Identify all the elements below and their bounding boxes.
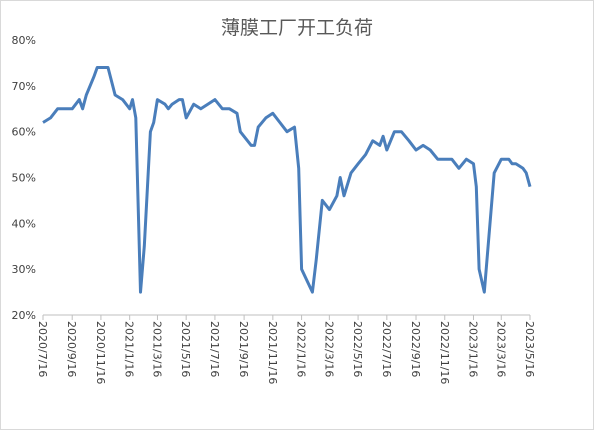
y-tick-label: 20% [12,309,36,322]
x-tick-label: 2022/7/16 [380,321,393,377]
x-tick-label: 2021/11/16 [266,321,279,384]
x-tick-label: 2021/9/16 [237,321,250,377]
x-tick-label: 2022/5/16 [351,321,364,377]
y-tick-label: 50% [12,172,36,185]
x-tick-label: 2021/1/16 [123,321,136,377]
y-tick-label: 30% [12,263,36,276]
x-tick-label: 2021/3/16 [150,321,163,377]
x-tick-label: 2020/11/16 [94,321,107,384]
data-line [42,66,532,294]
y-tick-label: 60% [12,126,36,139]
x-tick-label: 2022/1/16 [295,321,308,377]
x-tick-label: 2022/9/16 [409,321,422,377]
x-tick-label: 2023/1/16 [466,321,479,377]
x-tick-label: 2022/11/16 [438,321,451,384]
y-tick-label: 70% [12,80,36,93]
x-tick-label: 2023/5/16 [523,321,536,377]
x-tick-label: 2023/3/16 [494,321,507,377]
x-tick-label: 2020/9/16 [65,321,78,377]
y-tick-label: 80% [12,34,36,47]
y-tick-label: 40% [12,217,36,230]
chart-title: 薄膜工厂开工负荷 [221,17,373,39]
x-tick-label: 2020/7/16 [36,321,49,377]
x-tick-label: 2021/7/16 [208,321,221,377]
x-tick-label: 2021/5/16 [179,321,192,377]
x-tick-label: 2022/3/16 [322,321,335,377]
